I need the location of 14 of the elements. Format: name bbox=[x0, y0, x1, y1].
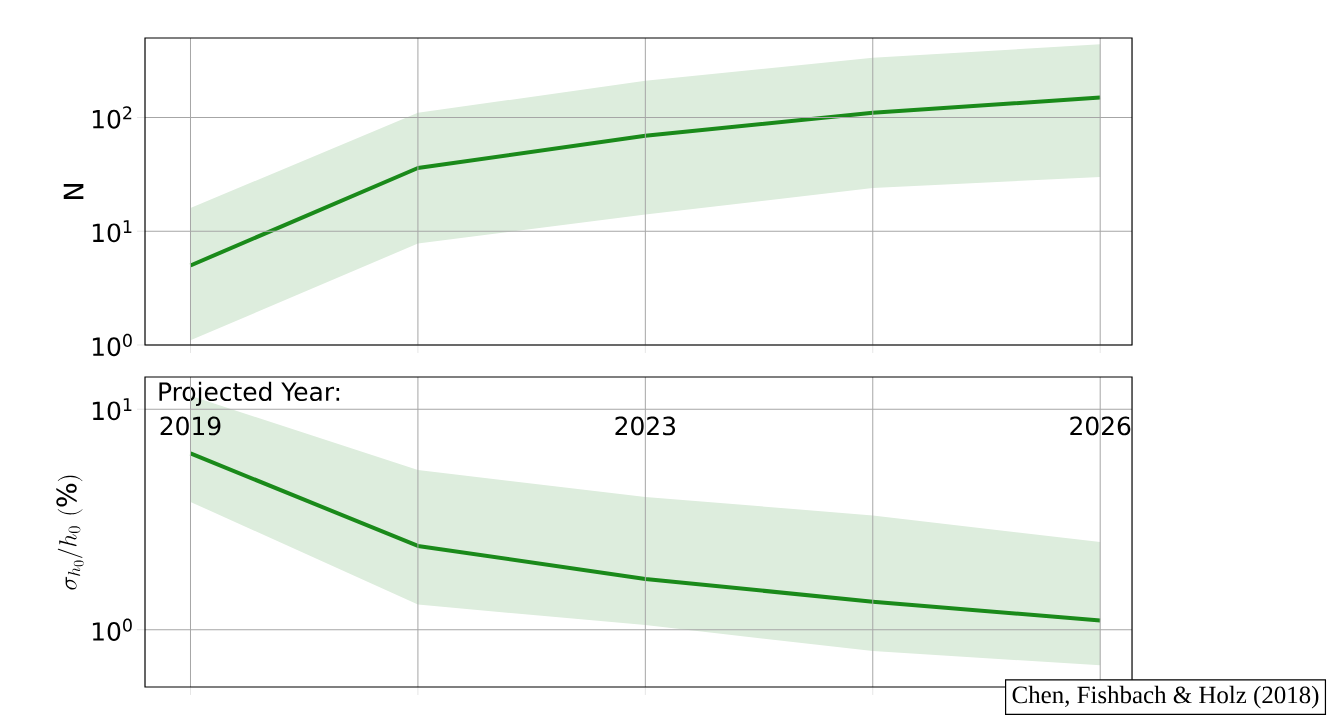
y-tick-label: 10$^{1}$ bbox=[92, 398, 132, 421]
line-series bbox=[188, 451, 1103, 623]
annotation: Chen, Fishbach & Holz (2018) bbox=[1012, 685, 1319, 709]
x-tick-label: 2026 bbox=[1070, 416, 1131, 436]
y-tick-label: 10$^{2}$ bbox=[92, 106, 132, 129]
y-tick-label: 10$^{0}$ bbox=[92, 618, 132, 641]
y-tick-label: 10$^{1}$ bbox=[92, 220, 132, 243]
x-tick-label: 2023 bbox=[615, 416, 676, 436]
line-series bbox=[188, 95, 1103, 268]
y-axis-title: N bbox=[63, 184, 84, 199]
x-tick-label: 2019 bbox=[160, 416, 221, 436]
annotation: Projected Year: bbox=[159, 381, 340, 406]
y-axis-title: $\sigma_{h_0}/h_0\ (\%)$ bbox=[56, 475, 84, 590]
y-tick-label: 10$^{0}$ bbox=[92, 333, 132, 357]
